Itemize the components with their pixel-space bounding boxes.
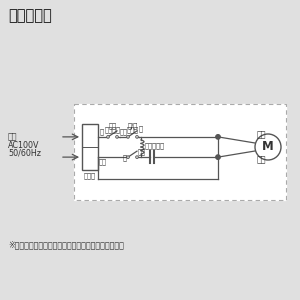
Text: モモ: モモ bbox=[120, 128, 128, 135]
Text: スイッチ: スイッチ bbox=[104, 127, 121, 134]
Text: スイチ: スイチ bbox=[127, 127, 139, 134]
Circle shape bbox=[127, 156, 129, 158]
Text: M: M bbox=[262, 140, 274, 154]
Text: 弱: 弱 bbox=[123, 155, 127, 161]
Text: ※太線部分の結線は、お客様にて施工してください。: ※太線部分の結線は、お客様にて施工してください。 bbox=[8, 241, 124, 250]
Text: 電源: 電源 bbox=[109, 123, 116, 130]
Bar bbox=[74, 104, 286, 200]
Circle shape bbox=[255, 134, 281, 160]
Bar bbox=[82, 124, 98, 170]
Circle shape bbox=[136, 136, 138, 138]
Text: 50/60Hz: 50/60Hz bbox=[8, 148, 41, 158]
Circle shape bbox=[107, 136, 109, 138]
Circle shape bbox=[127, 136, 129, 138]
Text: 強/弱: 強/弱 bbox=[128, 123, 138, 130]
Circle shape bbox=[216, 135, 220, 139]
Circle shape bbox=[136, 156, 138, 158]
Text: シロ: シロ bbox=[257, 130, 266, 139]
Text: 端子台: 端子台 bbox=[84, 172, 96, 178]
Text: 《結線図》: 《結線図》 bbox=[8, 8, 52, 23]
Circle shape bbox=[116, 136, 118, 138]
Circle shape bbox=[216, 155, 220, 159]
Text: アカ: アカ bbox=[257, 155, 266, 164]
Text: アオ: アオ bbox=[138, 148, 146, 155]
Text: コンデンサ: コンデンサ bbox=[145, 142, 165, 149]
Text: キ: キ bbox=[100, 129, 104, 135]
Text: AC100V: AC100V bbox=[8, 140, 40, 149]
Text: アカ: アカ bbox=[99, 158, 107, 165]
Text: 電源: 電源 bbox=[8, 133, 17, 142]
Text: 強: 強 bbox=[139, 125, 143, 132]
